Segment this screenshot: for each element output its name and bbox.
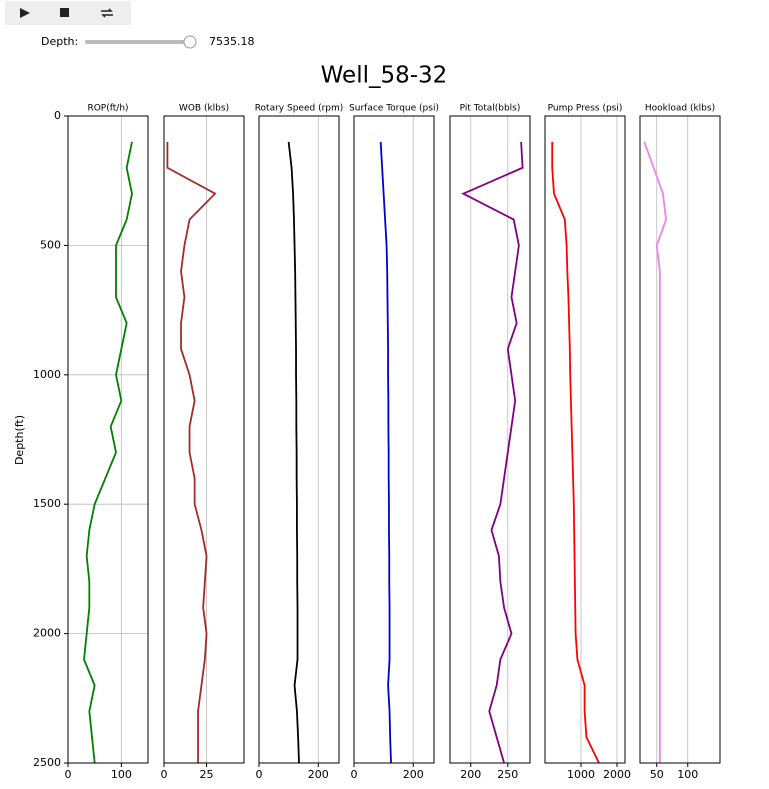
log-curve: [166, 141, 217, 763]
play-button[interactable]: [20, 8, 30, 18]
track-frame: [639, 115, 721, 764]
x-tick-label: 100: [677, 768, 698, 781]
x-tick-label: 50: [650, 768, 664, 781]
slider-label: Depth:: [41, 35, 78, 48]
track-frame: [449, 115, 531, 764]
y-tick-label: 1000: [33, 368, 61, 381]
loop-button[interactable]: [101, 8, 113, 18]
x-tick-label: 250: [497, 768, 518, 781]
y-tick-label: 2000: [33, 627, 61, 640]
y-tick-label: 1500: [33, 497, 61, 510]
track-title: ROP(ft/h): [87, 104, 128, 114]
slider-handle[interactable]: [183, 35, 197, 49]
x-tick-label: 0: [161, 768, 168, 781]
y-axis-label: Depth(ft): [13, 415, 26, 465]
track-frame: [258, 115, 340, 764]
x-tick-label: 100: [111, 768, 132, 781]
track-title: Hookload (klbs): [645, 104, 715, 114]
track-title: Rotary Speed (rpm): [255, 104, 344, 114]
x-tick-label: 200: [403, 768, 424, 781]
track-frame: [67, 115, 149, 764]
x-tick-label: 2000: [603, 768, 631, 781]
log-curve: [379, 141, 392, 764]
log-curve: [461, 141, 524, 764]
x-tick-label: 0: [256, 768, 263, 781]
log-curve: [551, 141, 600, 764]
track-title: Pump Press (psi): [548, 104, 623, 114]
log-curve: [287, 141, 300, 764]
y-tick-label: 2500: [33, 756, 61, 769]
x-tick-label: 1000: [567, 768, 595, 781]
x-tick-label: 0: [351, 768, 358, 781]
y-tick-label: 500: [40, 238, 61, 251]
log-curve: [83, 141, 133, 764]
track-frame: [163, 115, 245, 764]
track-frame: [353, 115, 435, 764]
track-frame: [544, 115, 626, 764]
x-tick-label: 0: [65, 768, 72, 781]
track-title: Surface Torque (psi): [349, 104, 439, 114]
track-title: WOB (klbs): [179, 104, 229, 114]
x-tick-label: 200: [308, 768, 329, 781]
slider-track: [85, 40, 190, 44]
x-tick-label: 25: [200, 768, 214, 781]
stop-button[interactable]: [60, 8, 69, 17]
x-tick-label: 200: [460, 768, 481, 781]
track-title: Pit Total(bbls): [460, 104, 521, 114]
slider-value: 7535.18: [209, 35, 255, 48]
log-curve: [643, 141, 667, 763]
y-tick-label: 0: [54, 109, 61, 122]
chart-title: Well_58-32: [321, 63, 448, 89]
